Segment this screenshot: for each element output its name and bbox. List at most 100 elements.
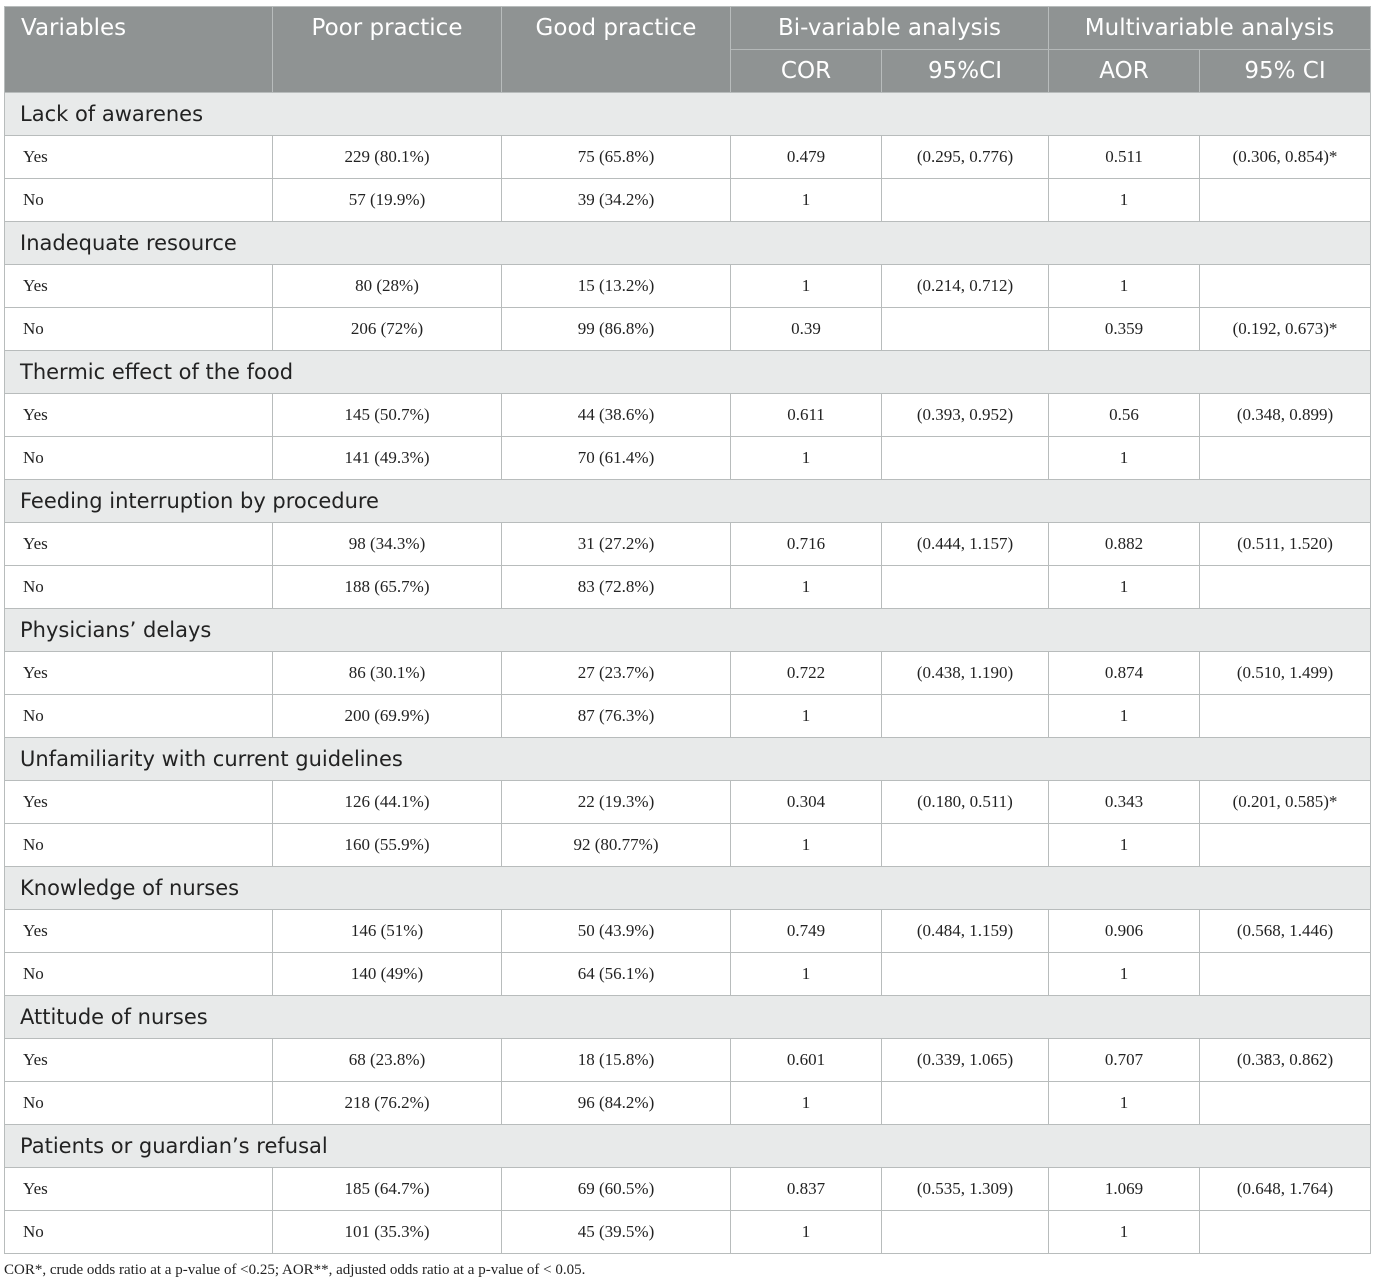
cell-ci2: (0.348, 0.899) <box>1199 393 1372 437</box>
section-title: Thermic effect of the food <box>3 350 1372 394</box>
cell-cor: 1 <box>730 264 882 308</box>
table-row: Yes 185 (64.7%) 69 (60.5%) 0.837 (0.535, 1.3… <box>4 1167 1372 1211</box>
cell-ci1: (0.438, 1.190) <box>880 651 1050 695</box>
row-label: No <box>4 1081 273 1125</box>
row-label: No <box>4 178 273 222</box>
cell-ci2 <box>1199 1081 1372 1125</box>
cell-cor: 0.749 <box>730 909 882 953</box>
cell-ci1: (0.295, 0.776) <box>880 135 1050 179</box>
section-row: Knowledge of nurses <box>3 866 1372 910</box>
cell-good: 44 (38.6%) <box>501 393 731 437</box>
cell-ci1: (0.393, 0.952) <box>880 393 1050 437</box>
cell-ci1 <box>880 565 1050 609</box>
cell-aor: 1 <box>1048 823 1201 867</box>
cell-good: 92 (80.77%) <box>501 823 731 867</box>
cell-ci1 <box>880 694 1050 738</box>
cell-cor: 0.611 <box>730 393 882 437</box>
section-title: Lack of awarenes <box>3 92 1372 136</box>
cell-ci1: (0.180, 0.511) <box>880 780 1050 824</box>
cell-ci2 <box>1199 823 1372 867</box>
header-multivariable-analysis: Multivariable analysis <box>1048 6 1372 50</box>
cell-ci2: (0.383, 0.862) <box>1199 1038 1372 1082</box>
cell-ci1: (0.339, 1.065) <box>880 1038 1050 1082</box>
cell-aor: 1 <box>1048 264 1201 308</box>
table-row: Yes 145 (50.7%) 44 (38.6%) 0.611 (0.393, 0.9… <box>4 393 1372 437</box>
cell-cor: 0.837 <box>730 1167 882 1211</box>
section-title: Feeding interruption by procedure <box>3 479 1372 523</box>
table-row: Yes 68 (23.8%) 18 (15.8%) 0.601 (0.339, 1.06… <box>4 1038 1372 1082</box>
cell-ci2 <box>1199 952 1372 996</box>
table-row: Yes 146 (51%) 50 (43.9%) 0.749 (0.484, 1.159… <box>4 909 1372 953</box>
header-aor: AOR <box>1048 49 1201 93</box>
cell-ci2 <box>1199 178 1372 222</box>
table-row: Yes 229 (80.1%) 75 (65.8%) 0.479 (0.295, 0.7… <box>4 135 1372 179</box>
row-label: Yes <box>4 135 273 179</box>
row-label: Yes <box>4 522 273 566</box>
cell-good: 22 (19.3%) <box>501 780 731 824</box>
cell-aor: 0.359 <box>1048 307 1201 351</box>
cell-poor: 57 (19.9%) <box>272 178 502 222</box>
cell-aor: 1 <box>1048 1210 1201 1254</box>
cell-good: 87 (76.3%) <box>501 694 731 738</box>
cell-ci1: (0.535, 1.309) <box>880 1167 1050 1211</box>
cell-poor: 229 (80.1%) <box>272 135 502 179</box>
cell-ci2: (0.306, 0.854)* <box>1199 135 1372 179</box>
cell-cor: 0.601 <box>730 1038 882 1082</box>
table-header: Variables Poor practice Good practice Bi… <box>4 6 1372 93</box>
section-title: Inadequate resource <box>3 221 1372 265</box>
cell-poor: 188 (65.7%) <box>272 565 502 609</box>
row-label: No <box>4 952 273 996</box>
cell-poor: 80 (28%) <box>272 264 502 308</box>
cell-poor: 200 (69.9%) <box>272 694 502 738</box>
table-row: No 218 (76.2%) 96 (84.2%) 1 1 <box>4 1081 1372 1125</box>
section-title: Unfamiliarity with current guidelines <box>3 737 1372 781</box>
cell-ci2 <box>1199 565 1372 609</box>
cell-aor: 1 <box>1048 1081 1201 1125</box>
table-row: Yes 80 (28%) 15 (13.2%) 1 (0.214, 0.712) 1 <box>4 264 1372 308</box>
cell-cor: 1 <box>730 823 882 867</box>
cell-poor: 98 (34.3%) <box>272 522 502 566</box>
row-label: Yes <box>4 909 273 953</box>
section-row: Thermic effect of the food <box>3 350 1372 394</box>
table-row: No 160 (55.9%) 92 (80.77%) 1 1 <box>4 823 1372 867</box>
cell-good: 64 (56.1%) <box>501 952 731 996</box>
cell-aor: 1 <box>1048 178 1201 222</box>
row-label: Yes <box>4 393 273 437</box>
table-row: No 206 (72%) 99 (86.8%) 0.39 0.359 (0.192, 0.… <box>4 307 1372 351</box>
row-label: Yes <box>4 264 273 308</box>
cell-ci1 <box>880 823 1050 867</box>
cell-good: 69 (60.5%) <box>501 1167 731 1211</box>
cell-good: 83 (72.8%) <box>501 565 731 609</box>
cell-aor: 0.874 <box>1048 651 1201 695</box>
cell-poor: 206 (72%) <box>272 307 502 351</box>
cell-poor: 160 (55.9%) <box>272 823 502 867</box>
table-row: No 141 (49.3%) 70 (61.4%) 1 1 <box>4 436 1372 480</box>
cell-good: 75 (65.8%) <box>501 135 731 179</box>
table-footnote: COR*, crude odds ratio at a p-value of <… <box>4 1262 586 1278</box>
cell-cor: 1 <box>730 436 882 480</box>
cell-good: 18 (15.8%) <box>501 1038 731 1082</box>
cell-aor: 1 <box>1048 436 1201 480</box>
section-row: Unfamiliarity with current guidelines <box>3 737 1372 781</box>
header-95ci-adjusted: 95% CI <box>1199 49 1372 93</box>
cell-ci2: (0.201, 0.585)* <box>1199 780 1372 824</box>
row-label: No <box>4 436 273 480</box>
cell-cor: 0.39 <box>730 307 882 351</box>
cell-cor: 1 <box>730 694 882 738</box>
cell-ci1 <box>880 307 1050 351</box>
cell-ci2 <box>1199 264 1372 308</box>
cell-good: 96 (84.2%) <box>501 1081 731 1125</box>
cell-ci1 <box>880 178 1050 222</box>
section-row: Inadequate resource <box>3 221 1372 265</box>
section-title: Physicians’ delays <box>3 608 1372 652</box>
cell-cor: 0.722 <box>730 651 882 695</box>
section-row: Feeding interruption by procedure <box>3 479 1372 523</box>
cell-cor: 0.479 <box>730 135 882 179</box>
table-body: Lack of awarenes Yes 229 (80.1%) 75 (65.8%)… <box>3 92 1372 1254</box>
table-row: No 57 (19.9%) 39 (34.2%) 1 1 <box>4 178 1372 222</box>
row-label: No <box>4 694 273 738</box>
table-row: Yes 98 (34.3%) 31 (27.2%) 0.716 (0.444, 1.15… <box>4 522 1372 566</box>
cell-good: 31 (27.2%) <box>501 522 731 566</box>
cell-cor: 1 <box>730 1081 882 1125</box>
section-title: Patients or guardian’s refusal <box>3 1124 1372 1168</box>
